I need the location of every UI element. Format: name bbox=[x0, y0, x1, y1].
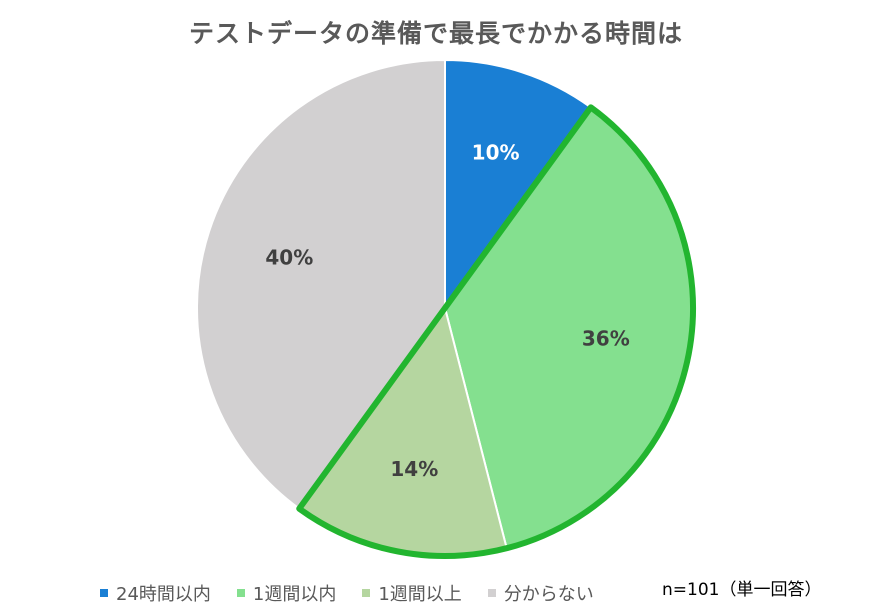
data-label-unknown: 40% bbox=[265, 245, 313, 269]
chart-title: テストデータの準備で最長でかかる時間は bbox=[188, 19, 683, 48]
legend-label-24h: 24時間以内 bbox=[116, 584, 211, 605]
highlight-outline bbox=[296, 104, 697, 560]
legend-label-1week: 1週間以内 bbox=[252, 584, 337, 605]
sample-size-note: n=101（単一回答） bbox=[662, 580, 822, 600]
legend-swatch-over-1week bbox=[362, 589, 371, 597]
legend-item-1week: 1週間以内 bbox=[236, 580, 337, 606]
legend-item-over-1week: 1週間以上 bbox=[362, 580, 462, 606]
legend-swatch-24h bbox=[100, 589, 108, 597]
legend-item-unknown: 分からない bbox=[487, 580, 594, 606]
pie-slice-24h bbox=[444, 58, 593, 312]
data-label-24h: 10% bbox=[472, 140, 520, 164]
legend-label-unknown: 分からない bbox=[503, 584, 594, 605]
legend-item-24h: 24時間以内 bbox=[100, 580, 211, 606]
legend-label-over-1week: 1週間以上 bbox=[378, 584, 462, 605]
legend-swatch-1week bbox=[236, 589, 245, 597]
pie-slice-unknown bbox=[195, 58, 446, 511]
data-label-1week: 36% bbox=[582, 327, 630, 351]
legend-swatch-unknown bbox=[487, 589, 496, 597]
data-label-over-1week: 14% bbox=[390, 457, 438, 481]
legend: 24時間以内 1週間以内 1週間以上 分からない bbox=[100, 580, 620, 606]
